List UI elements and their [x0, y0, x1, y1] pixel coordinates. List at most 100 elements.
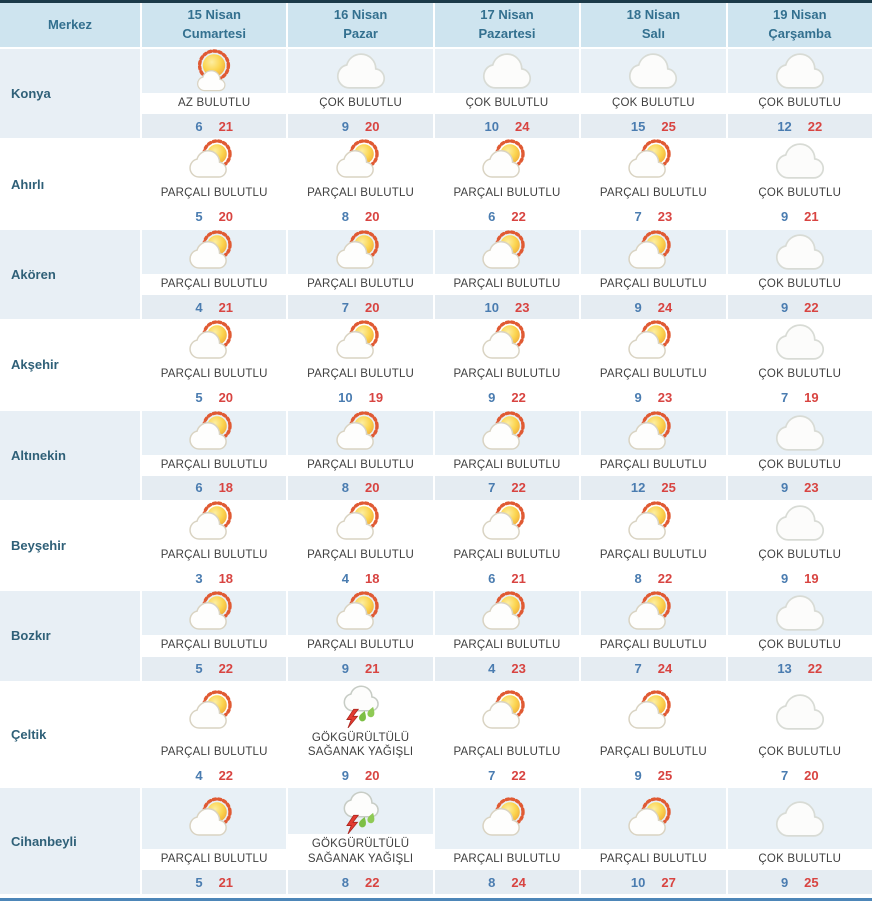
temperature-pair: 5 20	[142, 205, 286, 229]
condition-label: PARÇALI BULUTLU	[142, 635, 287, 657]
forecast-cell: PARÇALI BULUTLU 8 20	[288, 139, 433, 229]
column-day: Salı	[641, 26, 665, 41]
max-temp: 20	[364, 767, 380, 783]
min-temp: 4	[488, 661, 496, 677]
partly-cloudy-icon	[482, 410, 525, 450]
temperature-pair: 7 22	[434, 475, 580, 500]
cloudy-icon	[775, 234, 824, 270]
max-temp: 22	[804, 299, 819, 315]
temperature-pair: 9 22	[727, 295, 872, 320]
condition-label: PARÇALI BULUTLU	[581, 742, 726, 764]
min-temp: 6	[488, 209, 496, 225]
temperature-pair: 4 22	[142, 763, 286, 787]
weather-icon-area	[434, 49, 580, 93]
district-name: Akören	[0, 229, 140, 320]
max-temp: 22	[364, 874, 380, 890]
condition-label: ÇOK BULUTLU	[727, 93, 872, 115]
weather-icon-area	[434, 591, 580, 636]
forecast-cell: PARÇALI BULUTLU 6 22	[434, 139, 580, 229]
forecast-cell: PARÇALI BULUTLU 10 23	[434, 229, 580, 320]
weather-icon-area	[727, 229, 872, 274]
partly-cloudy-icon	[628, 320, 672, 359]
partly-cloudy-icon	[335, 320, 379, 359]
temperature-pair: 9 25	[727, 870, 872, 895]
min-temp: 15	[630, 118, 646, 134]
max-temp: 22	[511, 767, 526, 783]
cloudy-icon	[775, 800, 824, 837]
min-temp: 5	[195, 661, 203, 677]
max-temp: 21	[511, 570, 526, 586]
column-header: 18 Nisan Salı	[581, 3, 726, 47]
column-date: 16 Nisan	[333, 7, 388, 23]
min-temp: 7	[341, 299, 349, 315]
partly-cloudy-icon	[189, 320, 232, 359]
min-temp: 3	[195, 570, 203, 586]
temperature-pair: 9 23	[581, 386, 725, 410]
forecast-cell: ÇOK BULUTLU 9 20	[288, 49, 433, 139]
table-row: Konya AZ BULUTLU 6 21 ÇOK BULUTLU 9 20 Ç…	[0, 49, 872, 139]
forecast-cell: ÇOK BULUTLU 7 19	[727, 320, 872, 410]
temperature-pair: 13 22	[727, 656, 872, 681]
condition-label: ÇOK BULUTLU	[727, 544, 872, 567]
forecast-cell: ÇOK BULUTLU 7 20	[727, 681, 872, 788]
max-temp: 25	[661, 480, 676, 496]
weather-icon-area	[142, 788, 287, 849]
forecast-cell: ÇOK BULUTLU 15 25	[581, 49, 726, 139]
cloudy-icon	[629, 53, 678, 89]
forecast-cell: PARÇALI BULUTLU 7 24	[581, 591, 726, 681]
partly-cloudy-icon	[335, 410, 379, 450]
temperature-pair: 10 27	[581, 870, 726, 895]
min-temp: 10	[484, 118, 499, 134]
max-temp: 21	[804, 209, 819, 225]
condition-label: PARÇALI BULUTLU	[434, 183, 580, 205]
weather-icon-area	[728, 682, 872, 742]
temperature-pair: 7 22	[435, 763, 579, 787]
max-temp: 20	[218, 209, 234, 225]
temperature-pair: 9 25	[581, 763, 725, 787]
condition-label: PARÇALI BULUTLU	[142, 742, 287, 764]
min-temp: 5	[195, 390, 203, 405]
weather-icon-area	[288, 49, 433, 93]
min-temp: 13	[777, 661, 792, 677]
weather-icon-area	[581, 410, 726, 455]
cloudy-icon	[775, 505, 824, 541]
forecast-cell: PARÇALI BULUTLU 7 22	[434, 681, 580, 788]
weather-icon-area	[288, 229, 433, 274]
max-temp: 24	[514, 118, 530, 134]
max-temp: 18	[218, 480, 234, 496]
min-temp: 7	[488, 480, 496, 496]
temperature-pair: 9 22	[435, 386, 579, 410]
min-temp: 9	[780, 299, 789, 315]
max-temp: 23	[514, 299, 530, 315]
condition-label: PARÇALI BULUTLU	[288, 454, 433, 476]
condition-label: PARÇALI BULUTLU	[288, 635, 433, 657]
column-header: 19 Nisan Çarşamba	[727, 3, 872, 47]
partly-cloudy-icon	[628, 501, 672, 540]
min-temp: 7	[780, 767, 789, 783]
temperature-pair: 4 23	[434, 656, 580, 681]
forecast-cell: PARÇALI BULUTLU 9 23	[581, 320, 726, 410]
column-day: Pazartesi	[478, 26, 536, 41]
forecast-cell: ÇOK BULUTLU 9 25	[727, 788, 872, 895]
district-name: Beyşehir	[0, 500, 140, 591]
forecast-cell: ÇOK BULUTLU 9 23	[727, 410, 872, 500]
min-temp: 7	[780, 390, 789, 405]
max-temp: 23	[511, 661, 526, 677]
weather-icon-area	[142, 320, 286, 364]
thunderstorm-icon	[343, 791, 379, 835]
weather-icon-area	[581, 501, 725, 545]
column-date: 18 Nisan	[626, 7, 681, 23]
condition-label: PARÇALI BULUTLU	[288, 364, 433, 386]
max-temp: 18	[218, 570, 234, 586]
partly-cloudy-icon	[189, 230, 232, 269]
weather-icon-area	[288, 410, 433, 455]
temperature-pair: 12 22	[727, 114, 872, 139]
forecast-cell: ÇOK BULUTLU 9 19	[727, 500, 872, 591]
min-temp: 8	[341, 480, 349, 496]
forecast-cell: PARÇALI BULUTLU 12 25	[581, 410, 726, 500]
condition-label: ÇOK BULUTLU	[727, 183, 872, 205]
weather-icon-area	[142, 49, 287, 93]
max-temp: 20	[364, 209, 380, 225]
min-temp: 6	[488, 570, 496, 586]
partly-cloudy-icon	[628, 796, 672, 836]
